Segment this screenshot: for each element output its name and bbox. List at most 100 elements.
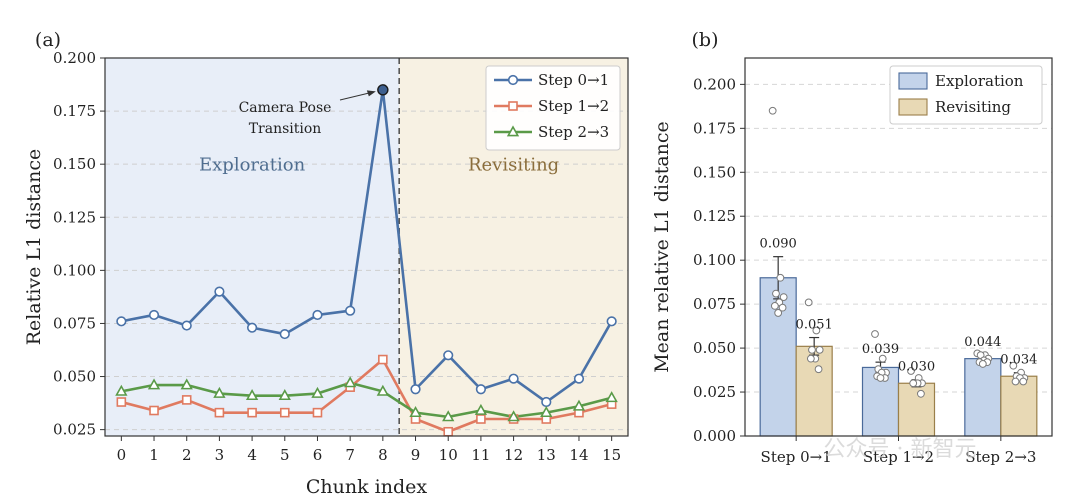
- data-point-s2: [278, 389, 291, 401]
- scatter-point: [909, 379, 918, 388]
- x-tick-label: 12: [504, 446, 523, 464]
- category-label: Step 1→2: [863, 448, 934, 466]
- value-label: 0.039: [862, 342, 899, 357]
- x-tick-label: 15: [602, 446, 621, 464]
- y-tick-label: 0.125: [693, 207, 736, 225]
- bar-1-1: [897, 382, 936, 437]
- scatter-point: [778, 303, 787, 312]
- scatter-point: [779, 293, 788, 302]
- data-point-s0: [181, 320, 192, 331]
- data-point-s0: [148, 309, 160, 321]
- data-point-s2: [572, 399, 586, 411]
- x-tick-label: 6: [313, 446, 323, 464]
- data-point-s0: [573, 373, 585, 384]
- scatter-point: [1011, 377, 1020, 386]
- legend-box-b: [889, 65, 1043, 125]
- y-tick-label: 0.150: [53, 155, 96, 173]
- scatter-point: [774, 309, 783, 317]
- scatter-point: [876, 374, 885, 382]
- scatter-point: [878, 354, 887, 363]
- data-point-s1: [476, 414, 486, 424]
- legend-label-0: Step 0→1: [538, 71, 609, 89]
- data-point-s2: [343, 376, 357, 388]
- y-tick-label: 0.125: [53, 208, 96, 226]
- legend-box-a: [485, 65, 621, 151]
- data-point-s2: [213, 386, 226, 398]
- data-point-s2: [115, 384, 128, 396]
- watermark: 公众号 · 新智元: [824, 437, 977, 462]
- legend-swatch-0: [898, 72, 928, 90]
- data-point-s0: [116, 316, 127, 327]
- legend-marker-1: [508, 101, 518, 111]
- data-point-s0: [214, 286, 225, 297]
- scatter-point: [772, 289, 780, 298]
- data-point-s1: [247, 407, 257, 418]
- y-axis-label-b: Mean relative L1 distance: [651, 121, 673, 373]
- annotation-line1: Camera Pose: [239, 100, 332, 116]
- value-label: 0.044: [964, 335, 1001, 350]
- series-line-2: [121, 381, 612, 419]
- scatter-point: [814, 365, 823, 374]
- plot-frame-b: [744, 57, 1053, 437]
- data-point-s0: [606, 316, 617, 327]
- data-point-s2: [409, 405, 422, 418]
- series-line-0: [121, 88, 613, 404]
- value-label: 0.034: [1000, 353, 1037, 368]
- legend-swatch-1: [898, 98, 928, 116]
- value-label: 0.090: [760, 237, 797, 252]
- data-point-s1: [279, 407, 290, 418]
- y-tick-label: 0.100: [693, 251, 736, 269]
- data-point-s0: [279, 328, 290, 340]
- y-tick-label: 0.175: [693, 119, 736, 137]
- data-point-s0: [508, 373, 519, 384]
- y-tick-label: 0.000: [693, 427, 736, 445]
- legend-marker-2: [506, 125, 520, 137]
- scatter-point: [917, 389, 925, 398]
- scatter-point: [812, 326, 821, 335]
- legend-label-b-1: Revisiting: [935, 98, 1011, 116]
- data-point-s1: [116, 397, 127, 407]
- value-label: 0.051: [796, 318, 833, 333]
- scatter-point: [804, 298, 813, 307]
- x-tick-label: 4: [247, 446, 257, 464]
- data-point-s2: [540, 405, 553, 418]
- data-point-s2: [376, 384, 390, 396]
- data-point-s2: [474, 403, 488, 415]
- peak-point: [377, 84, 389, 96]
- y-tick-label: 0.050: [53, 368, 96, 386]
- scatter-point: [1019, 377, 1028, 386]
- data-point-s1: [149, 405, 159, 416]
- scatter-point: [907, 367, 915, 375]
- data-point-s1: [181, 395, 192, 405]
- data-point-s0: [312, 309, 323, 321]
- y-tick-label: 0.025: [693, 383, 736, 401]
- x-tick-label: 5: [280, 446, 290, 464]
- y-tick-label: 0.175: [53, 102, 96, 120]
- y-tick-label: 0.050: [693, 339, 736, 357]
- x-tick-label: 14: [569, 446, 588, 464]
- panel-label-b: (b): [692, 29, 719, 51]
- scatter-point: [978, 360, 987, 368]
- data-point-s2: [147, 378, 161, 390]
- y-tick-label: 0.200: [693, 75, 736, 93]
- x-tick-label: 8: [378, 446, 388, 464]
- bar-1-2: [1000, 375, 1038, 437]
- scatter-point: [776, 273, 785, 282]
- value-label: 0.030: [898, 360, 935, 375]
- category-label: Step 2→3: [965, 448, 1036, 466]
- series-line-1: [121, 358, 612, 434]
- category-label: Step 0→1: [761, 448, 832, 466]
- x-tick-label: 9: [411, 446, 421, 464]
- data-point-s1: [378, 354, 388, 365]
- x-tick-label: 13: [537, 446, 556, 464]
- plot-frame-a: [104, 57, 629, 437]
- data-point-s2: [605, 391, 618, 403]
- y-tick-label: 0.075: [53, 314, 96, 332]
- scatter-point: [768, 106, 777, 115]
- x-tick-label: 7: [345, 446, 355, 464]
- data-point-s1: [214, 407, 225, 418]
- region-label-revisiting: Revisiting: [468, 155, 559, 176]
- scatter-point: [806, 354, 815, 363]
- legend-label-b-0: Exploration: [935, 72, 1024, 90]
- scatter-point: [871, 330, 879, 338]
